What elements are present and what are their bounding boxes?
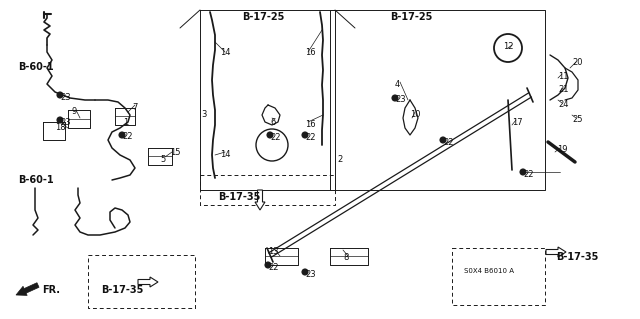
- Text: 6: 6: [270, 118, 275, 127]
- Text: 22: 22: [268, 263, 278, 272]
- Text: 13: 13: [268, 247, 278, 256]
- Text: 14: 14: [220, 150, 230, 159]
- Text: 3: 3: [201, 110, 206, 119]
- Text: 22: 22: [270, 133, 280, 142]
- Circle shape: [521, 170, 525, 174]
- Circle shape: [392, 95, 398, 101]
- Text: 16: 16: [305, 120, 316, 129]
- Text: B-17-35: B-17-35: [556, 252, 598, 262]
- Text: 24: 24: [558, 100, 568, 109]
- Circle shape: [303, 133, 307, 137]
- Circle shape: [303, 270, 307, 274]
- Text: 22: 22: [443, 138, 454, 147]
- Text: 9: 9: [72, 107, 77, 116]
- Text: 15: 15: [170, 148, 180, 157]
- Text: 18: 18: [55, 123, 66, 132]
- Text: 23: 23: [60, 93, 70, 102]
- Circle shape: [120, 133, 124, 137]
- Circle shape: [58, 93, 62, 97]
- Circle shape: [302, 269, 308, 275]
- Circle shape: [266, 263, 270, 267]
- Text: 23: 23: [305, 270, 316, 279]
- Text: 16: 16: [305, 48, 316, 57]
- Text: B-17-25: B-17-25: [390, 12, 433, 22]
- Circle shape: [265, 262, 271, 268]
- Circle shape: [440, 137, 446, 143]
- FancyArrow shape: [16, 283, 39, 295]
- Text: 20: 20: [572, 58, 582, 67]
- Circle shape: [57, 92, 63, 98]
- Circle shape: [520, 169, 526, 175]
- Text: 23: 23: [395, 95, 406, 104]
- Circle shape: [57, 117, 63, 123]
- Text: 8: 8: [343, 253, 348, 262]
- Text: 22: 22: [305, 133, 316, 142]
- Circle shape: [58, 118, 62, 122]
- Text: 5: 5: [160, 155, 165, 164]
- Text: 22: 22: [523, 170, 534, 179]
- Circle shape: [302, 132, 308, 138]
- Circle shape: [267, 132, 273, 138]
- Text: 4: 4: [395, 80, 400, 89]
- Text: 25: 25: [572, 115, 582, 124]
- Text: 7: 7: [132, 103, 138, 112]
- Text: B-17-25: B-17-25: [242, 12, 284, 22]
- Text: 19: 19: [557, 145, 568, 154]
- Circle shape: [393, 96, 397, 100]
- Circle shape: [268, 133, 272, 137]
- Polygon shape: [255, 190, 265, 210]
- Text: 22: 22: [122, 132, 132, 141]
- Text: 2: 2: [337, 155, 342, 164]
- Text: 14: 14: [220, 48, 230, 57]
- Text: B-17-35: B-17-35: [218, 192, 260, 202]
- Circle shape: [119, 132, 125, 138]
- Polygon shape: [546, 247, 566, 257]
- Circle shape: [441, 138, 445, 142]
- Text: 23: 23: [60, 118, 70, 127]
- Text: FR.: FR.: [42, 285, 60, 295]
- Text: B-17-35: B-17-35: [101, 285, 143, 295]
- Text: 10: 10: [410, 110, 420, 119]
- Text: 1: 1: [123, 118, 128, 127]
- Text: 11: 11: [558, 72, 568, 81]
- Text: S0X4 B6010 A: S0X4 B6010 A: [464, 268, 514, 274]
- Polygon shape: [138, 277, 158, 287]
- Text: 12: 12: [503, 42, 513, 51]
- Text: B-60-1: B-60-1: [18, 175, 54, 185]
- Text: 21: 21: [558, 85, 568, 94]
- Text: 17: 17: [512, 118, 523, 127]
- Text: B-60-1: B-60-1: [18, 62, 54, 72]
